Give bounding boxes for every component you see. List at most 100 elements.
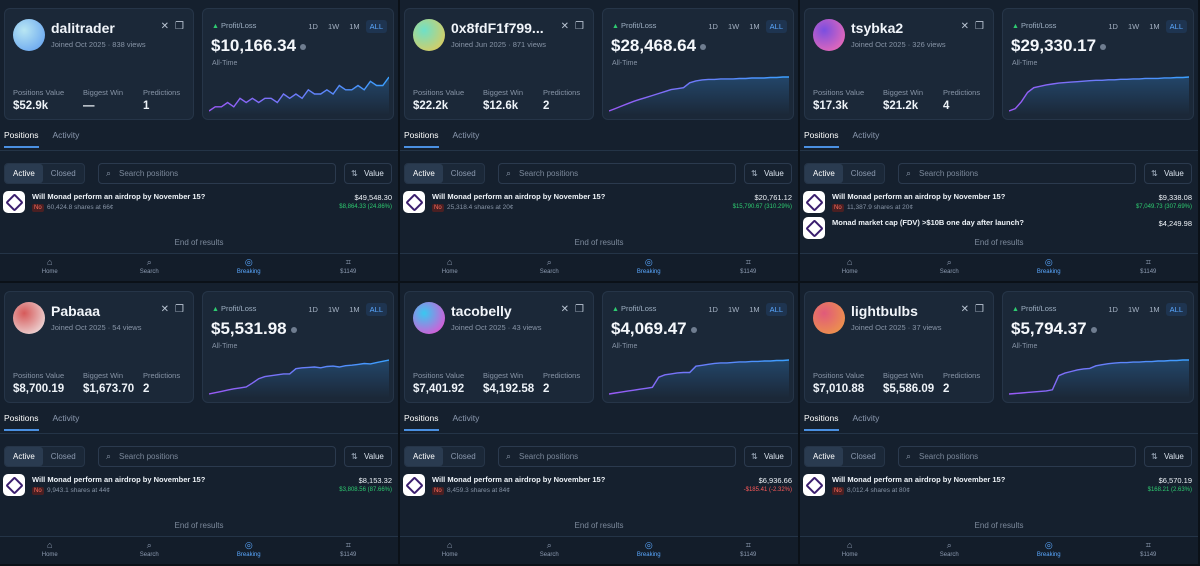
avatar[interactable] [813,302,845,334]
search-input[interactable]: ⌕ Search positions [98,163,336,184]
nav-portfolio[interactable]: ⌗ $1149 [1099,254,1199,281]
range-all[interactable]: ALL [365,20,387,33]
nav-search[interactable]: ⌕ Search [500,254,600,281]
gift-icon[interactable]: ❒ [975,21,984,32]
range-1d[interactable]: 1D [1108,22,1118,31]
info-icon[interactable] [1090,326,1097,333]
nav-home[interactable]: ⌂ Home [800,254,900,281]
nav-home[interactable]: ⌂ Home [0,254,100,281]
nav-portfolio[interactable]: ⌗ $1149 [299,254,399,281]
closed-button[interactable]: Closed [850,452,876,461]
nav-home[interactable]: ⌂ Home [400,537,500,564]
closed-button[interactable]: Closed [450,169,476,178]
nav-search[interactable]: ⌕ Search [100,537,200,564]
position-row[interactable]: Will Monad perform an airdrop by Novembe… [800,190,1198,216]
sort-value-button[interactable]: ⇅ Value [1144,446,1192,467]
crossed-arrows-icon[interactable]: ✕ [560,304,569,315]
position-row[interactable]: Will Monad perform an airdrop by Novembe… [400,473,798,499]
position-row[interactable]: Will Monad perform an airdrop by Novembe… [800,473,1198,499]
nav-breaking[interactable]: ◎ Breaking [999,254,1099,281]
range-1w[interactable]: 1W [727,305,740,314]
range-1d[interactable]: 1D [708,22,718,31]
range-1w[interactable]: 1W [1127,22,1140,31]
tab-positions[interactable]: Positions [804,413,839,431]
search-input[interactable]: ⌕ Search positions [98,446,336,467]
search-input[interactable]: ⌕ Search positions [498,446,736,467]
active-button[interactable]: Active [405,164,443,183]
nav-breaking[interactable]: ◎ Breaking [599,537,699,564]
range-1m[interactable]: 1M [1149,22,1160,31]
tab-positions[interactable]: Positions [804,130,839,148]
nav-portfolio[interactable]: ⌗ $1149 [699,537,799,564]
avatar[interactable] [413,302,445,334]
range-1w[interactable]: 1W [327,22,340,31]
range-1d[interactable]: 1D [308,22,318,31]
tab-activity[interactable]: Activity [452,130,480,140]
tab-activity[interactable]: Activity [52,413,80,423]
info-icon[interactable] [690,326,697,333]
gift-icon[interactable]: ❒ [575,21,584,32]
crossed-arrows-icon[interactable]: ✕ [160,21,169,32]
range-all[interactable]: ALL [765,20,787,33]
nav-search[interactable]: ⌕ Search [100,254,200,281]
tab-positions[interactable]: Positions [4,130,39,148]
nav-breaking[interactable]: ◎ Breaking [199,537,299,564]
gift-icon[interactable]: ❒ [975,304,984,315]
range-1d[interactable]: 1D [1108,305,1118,314]
sort-value-button[interactable]: ⇅ Value [344,446,392,467]
info-icon[interactable] [700,43,707,50]
info-icon[interactable] [1100,43,1107,50]
avatar[interactable] [413,19,445,51]
sort-value-button[interactable]: ⇅ Value [744,446,792,467]
range-1w[interactable]: 1W [727,22,740,31]
range-all[interactable]: ALL [365,303,387,316]
nav-home[interactable]: ⌂ Home [0,537,100,564]
nav-search[interactable]: ⌕ Search [900,537,1000,564]
position-row[interactable]: Will Monad perform an airdrop by Novembe… [0,473,398,499]
nav-portfolio[interactable]: ⌗ $1149 [699,254,799,281]
tab-positions[interactable]: Positions [404,130,439,148]
nav-breaking[interactable]: ◎ Breaking [599,254,699,281]
range-all[interactable]: ALL [1165,20,1187,33]
nav-search[interactable]: ⌕ Search [900,254,1000,281]
range-1d[interactable]: 1D [708,305,718,314]
range-1m[interactable]: 1M [1149,305,1160,314]
sort-value-button[interactable]: ⇅ Value [1144,163,1192,184]
active-button[interactable]: Active [805,164,843,183]
tab-activity[interactable]: Activity [852,130,880,140]
nav-portfolio[interactable]: ⌗ $1149 [1099,537,1199,564]
position-row[interactable]: Will Monad perform an airdrop by Novembe… [400,190,798,216]
active-button[interactable]: Active [805,447,843,466]
range-1m[interactable]: 1M [349,305,360,314]
tab-activity[interactable]: Activity [452,413,480,423]
crossed-arrows-icon[interactable]: ✕ [560,21,569,32]
range-all[interactable]: ALL [765,303,787,316]
closed-button[interactable]: Closed [50,452,76,461]
info-icon[interactable] [300,43,307,50]
active-button[interactable]: Active [5,164,43,183]
range-1m[interactable]: 1M [749,305,760,314]
gift-icon[interactable]: ❒ [175,304,184,315]
active-button[interactable]: Active [405,447,443,466]
crossed-arrows-icon[interactable]: ✕ [960,304,969,315]
tab-positions[interactable]: Positions [404,413,439,431]
position-row[interactable]: Will Monad perform an airdrop by Novembe… [0,190,398,216]
nav-search[interactable]: ⌕ Search [500,537,600,564]
search-input[interactable]: ⌕ Search positions [898,446,1136,467]
nav-portfolio[interactable]: ⌗ $1149 [299,537,399,564]
position-row[interactable]: Monad market cap (FDV) >$10B one day aft… [800,216,1198,242]
range-all[interactable]: ALL [1165,303,1187,316]
range-1d[interactable]: 1D [308,305,318,314]
active-button[interactable]: Active [5,447,43,466]
crossed-arrows-icon[interactable]: ✕ [960,21,969,32]
nav-home[interactable]: ⌂ Home [800,537,900,564]
range-1w[interactable]: 1W [1127,305,1140,314]
sort-value-button[interactable]: ⇅ Value [344,163,392,184]
tab-activity[interactable]: Activity [52,130,80,140]
nav-breaking[interactable]: ◎ Breaking [199,254,299,281]
search-input[interactable]: ⌕ Search positions [498,163,736,184]
tab-positions[interactable]: Positions [4,413,39,431]
search-input[interactable]: ⌕ Search positions [898,163,1136,184]
sort-value-button[interactable]: ⇅ Value [744,163,792,184]
range-1w[interactable]: 1W [327,305,340,314]
